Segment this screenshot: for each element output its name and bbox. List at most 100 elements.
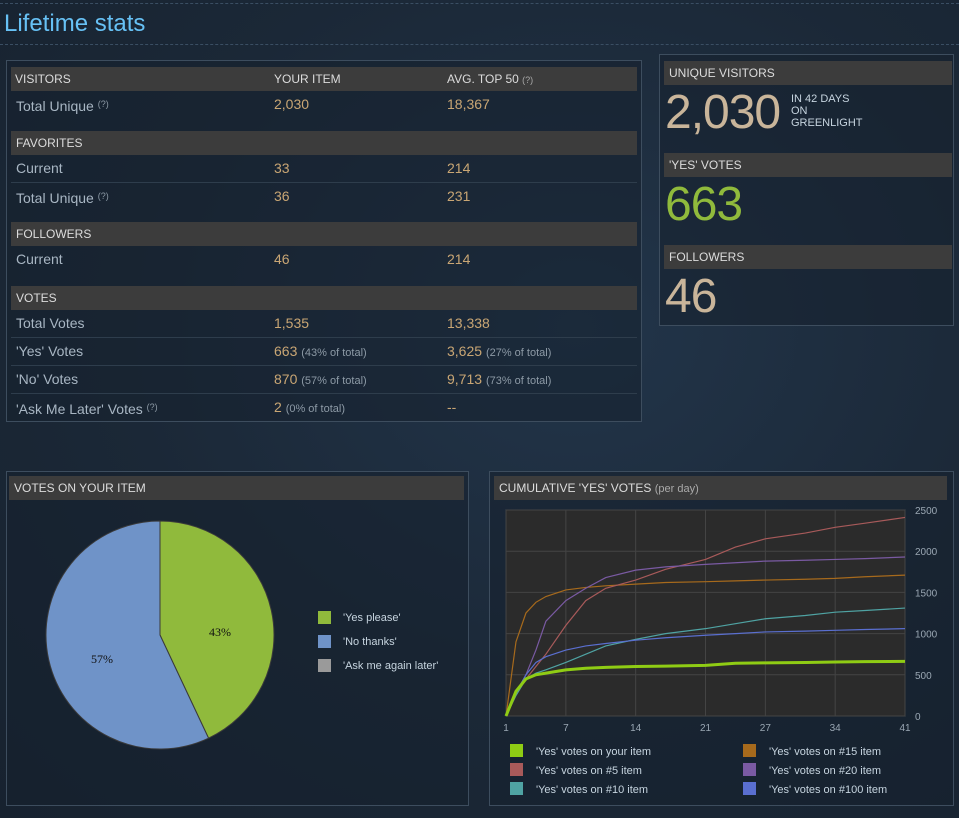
avg-top50-help[interactable]: (?) (522, 75, 534, 85)
pie-title: VOTES ON YOUR ITEM (9, 476, 464, 500)
your-value: 663 (43% of total) (274, 338, 367, 367)
avg-value: 13,338 (447, 315, 490, 331)
line-subtitle: (per day) (654, 483, 699, 495)
table-row: Current 46 214 (11, 246, 637, 273)
page-title: Lifetime stats (4, 10, 146, 37)
y-tick-label: 1000 (915, 630, 938, 641)
visitors-header-label: VISITORS (15, 72, 71, 86)
ask-later-label: 'Ask Me Later' Votes (16, 401, 143, 417)
help-icon[interactable]: (?) (97, 191, 109, 201)
row-label: Total Votes (16, 315, 85, 331)
series-line (505, 516, 906, 717)
table-row: Total Unique (?) 36 231 (11, 183, 637, 210)
your-value: 2,030 (274, 96, 310, 112)
your-value: 46 (274, 251, 290, 267)
note-line: GREENLIGHT (791, 117, 863, 129)
x-tick-label: 34 (830, 723, 842, 734)
note-line: ON (791, 105, 808, 117)
legend-swatch (510, 763, 523, 776)
your-value: 36 (274, 188, 290, 204)
legend-swatch-later (318, 659, 331, 672)
no-votes-yours: 870 (274, 371, 298, 387)
legend-label: 'No thanks' (343, 636, 397, 648)
your-item-header: YOUR ITEM (274, 72, 341, 86)
summary-panel: UNIQUE VISITORS 2,030 IN 42 DAYS ON GREE… (659, 54, 954, 326)
y-tick-label: 1500 (915, 588, 938, 599)
x-tick-label: 41 (899, 723, 911, 734)
legend-label: 'Yes please' (343, 612, 401, 624)
no-votes-avg: 9,713 (447, 371, 483, 387)
avg-value: 3,625 (27% of total) (447, 338, 551, 367)
followers-value: 46 (665, 270, 717, 323)
table-row: Current 33 214 (11, 155, 637, 183)
votes-header: VOTES (11, 286, 637, 310)
row-label: Current (16, 160, 63, 176)
x-tick-label: 27 (760, 723, 772, 734)
legend-swatch-no (318, 635, 331, 648)
y-tick-label: 2000 (915, 547, 938, 558)
legend-label: 'Ask me again later' (343, 660, 439, 672)
unique-visitors-note: IN 42 DAYS ON GREENLIGHT (791, 93, 911, 129)
line-title-text: CUMULATIVE 'YES' VOTES (499, 481, 652, 495)
pie-label-no: 57% (91, 652, 113, 666)
cumulative-yes-votes-panel: CUMULATIVE 'YES' VOTES (per day) 0 500 100… (489, 471, 954, 806)
x-tick-label: 1 (503, 723, 509, 734)
row-label: 'No' Votes (16, 371, 79, 387)
percent-note: (27% of total) (485, 347, 552, 359)
table-row: Total Unique (?) 2,030 18,367 (11, 91, 637, 118)
legend-label: 'Yes' votes on #10 item (536, 784, 648, 796)
note-line: IN 42 DAYS (791, 93, 850, 105)
row-label: Total Unique (?) (16, 91, 109, 120)
pie-label-yes: 43% (209, 625, 231, 639)
x-tick-label: 14 (630, 723, 642, 734)
legend-label: 'Yes' votes on your item (536, 746, 651, 758)
yes-votes-header: 'YES' VOTES (664, 153, 952, 177)
x-tick-label: 7 (563, 723, 569, 734)
percent-note: (0% of total) (285, 403, 345, 415)
later-votes-yours: 2 (274, 399, 282, 415)
your-value: 2 (0% of total) (274, 394, 345, 423)
avg-top50-label: AVG. TOP 50 (447, 72, 519, 86)
unique-visitors-value: 2,030 (665, 86, 781, 139)
percent-note: (43% of total) (301, 347, 367, 359)
pie-slice-yes (159, 520, 275, 739)
help-icon[interactable]: (?) (146, 402, 158, 412)
lifetime-stats-table: VISITORS YOUR ITEM AVG. TOP 50 (?) Total… (6, 60, 642, 422)
total-unique-visitors-label: Total Unique (16, 98, 94, 114)
legend-swatch (743, 782, 756, 795)
table-row: 'Yes' Votes 663 (43% of total) 3,625 (27… (11, 338, 637, 366)
votes-pie-panel: VOTES ON YOUR ITEM 43% 57% 'Yes please' … (6, 471, 469, 806)
pie-slice-no (45, 520, 210, 750)
row-label: Total Unique (?) (16, 183, 109, 212)
visitors-header: VISITORS YOUR ITEM AVG. TOP 50 (?) (11, 67, 637, 91)
y-tick-label: 2500 (915, 506, 938, 517)
yes-votes-yours: 663 (274, 343, 298, 359)
title-divider (0, 44, 959, 45)
favorites-section: FAVORITES Current 33 214 Total Unique (?… (11, 131, 637, 210)
help-icon[interactable]: (?) (97, 99, 109, 109)
line-chart: 0 500 1000 1500 2000 2500 1 7 14 21 27 34 41 'Yes' vo… (503, 506, 938, 796)
avg-value: 18,367 (447, 96, 490, 112)
your-value: 1,535 (274, 315, 310, 331)
legend-label: 'Yes' votes on #100 item (769, 784, 887, 796)
yes-votes-avg: 3,625 (447, 343, 483, 359)
legend-label: 'Yes' votes on #20 item (769, 765, 881, 777)
percent-note: (73% of total) (485, 375, 552, 387)
row-label: Current (16, 251, 63, 267)
visitors-section: VISITORS YOUR ITEM AVG. TOP 50 (?) Total… (11, 67, 637, 118)
legend-swatch (510, 744, 523, 757)
legend-swatch-yes (318, 611, 331, 624)
y-tick-label: 0 (915, 712, 921, 723)
your-value: 870 (57% of total) (274, 366, 367, 395)
your-value: 33 (274, 160, 290, 176)
y-tick-label: 500 (915, 671, 932, 682)
table-row: 'No' Votes 870 (57% of total) 9,713 (73%… (11, 366, 637, 394)
followers-header: FOLLOWERS (11, 222, 637, 246)
total-unique-favorites-label: Total Unique (16, 190, 94, 206)
series-line (505, 574, 906, 717)
favorites-header: FAVORITES (11, 131, 637, 155)
series-line (504, 659, 906, 717)
yes-votes-value: 663 (665, 178, 743, 231)
unique-visitors-header: UNIQUE VISITORS (664, 61, 952, 85)
legend-swatch (510, 782, 523, 795)
